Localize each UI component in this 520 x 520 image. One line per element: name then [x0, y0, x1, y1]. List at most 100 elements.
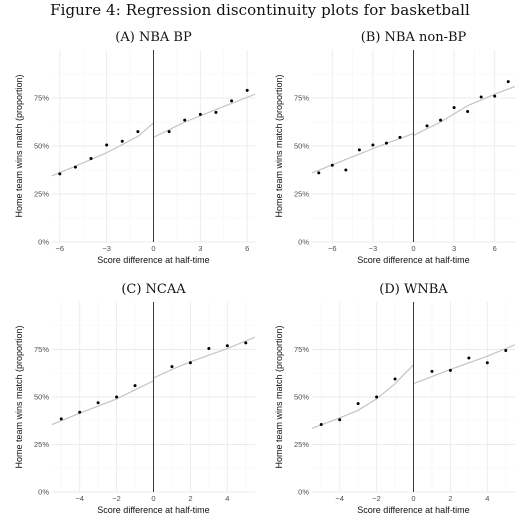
data-point: [398, 135, 402, 139]
figure-title: Figure 4: Regression discontinuity plots…: [50, 1, 470, 19]
y-tick-label: 25%: [34, 190, 49, 199]
data-point: [59, 417, 63, 421]
y-tick-label: 50%: [294, 142, 309, 151]
y-tick-label: 75%: [34, 345, 49, 354]
data-point: [230, 99, 234, 103]
panel-nba-non-bp: (B) NBA non-BP 0% 25% 50% 75% −6 −3 0 3 6 Score di…: [274, 30, 516, 265]
x-tick-label: −6: [328, 244, 337, 253]
x-tick-label: 2: [448, 494, 452, 503]
y-tick-label: 50%: [34, 393, 49, 402]
y-tick-label: 75%: [294, 94, 309, 103]
x-tick-label: −3: [369, 244, 378, 253]
data-point: [317, 171, 321, 175]
y-tick-label: 25%: [294, 190, 309, 199]
x-tick-label: 3: [452, 244, 456, 253]
x-tick-label: −2: [112, 494, 121, 503]
data-point: [133, 384, 137, 388]
data-point: [115, 395, 119, 399]
data-point: [105, 143, 109, 147]
y-tick-label: 0%: [298, 238, 309, 247]
panel-ncaa: (C) NCAA 0% 25% 50% 75% −4 −2 0 2 4 Score differen…: [14, 282, 256, 515]
data-point: [384, 141, 388, 145]
x-axis-label: Score difference at half-time: [357, 255, 469, 265]
x-tick-label: −4: [335, 494, 344, 503]
data-point: [493, 94, 497, 98]
y-tick-label: 75%: [34, 94, 49, 103]
y-tick-label: 0%: [38, 488, 49, 497]
data-point: [89, 156, 93, 160]
x-tick-label: 0: [411, 494, 415, 503]
x-axis-label: Score difference at half-time: [97, 505, 209, 515]
data-point: [439, 118, 443, 122]
y-tick-label: 0%: [38, 238, 49, 247]
x-tick-label: 0: [411, 244, 415, 253]
data-point: [479, 95, 483, 99]
data-point: [356, 402, 360, 406]
data-point: [506, 80, 510, 84]
y-axis-label: Home team wins match (proportion): [14, 74, 24, 217]
data-point: [225, 344, 229, 348]
data-point: [485, 361, 489, 365]
fit-line-right: [413, 85, 516, 136]
data-point: [344, 168, 348, 172]
data-point: [448, 368, 452, 372]
data-point: [245, 88, 249, 92]
data-point: [183, 118, 187, 122]
x-tick-label: 0: [151, 244, 155, 253]
data-point: [338, 418, 342, 422]
panel-title: (A) NBA BP: [115, 30, 192, 45]
data-point: [188, 361, 192, 365]
data-point: [136, 130, 140, 134]
data-point: [357, 148, 361, 152]
y-tick-label: 0%: [298, 488, 309, 497]
data-point: [58, 172, 62, 176]
x-tick-label: 6: [493, 244, 497, 253]
x-tick-label: 2: [188, 494, 192, 503]
data-point: [375, 395, 379, 399]
data-point: [120, 139, 124, 143]
x-tick-label: 6: [245, 244, 249, 253]
data-point: [319, 423, 323, 427]
data-point: [393, 377, 397, 381]
data-point: [78, 410, 82, 414]
y-tick-label: 50%: [34, 142, 49, 151]
data-point: [425, 124, 429, 128]
x-tick-label: −2: [372, 494, 381, 503]
data-point: [467, 356, 471, 360]
fit-line-left: [51, 380, 154, 426]
y-axis-label: Home team wins match (proportion): [274, 74, 284, 217]
x-tick-label: −6: [56, 244, 65, 253]
fit-line-right: [413, 344, 516, 385]
fit-line-right: [153, 336, 256, 379]
data-point: [466, 109, 470, 113]
panel-nba-bp: (A) NBA BP 0% 25% 50% 75% −6 −3 0 3 6 Score differ…: [14, 30, 256, 265]
y-tick-label: 25%: [34, 440, 49, 449]
x-tick-label: −3: [102, 244, 111, 253]
x-tick-label: 0: [151, 494, 155, 503]
data-point: [452, 106, 456, 110]
fit-line-left: [51, 122, 154, 177]
data-point: [73, 165, 77, 169]
data-point: [198, 112, 202, 116]
x-axis-label: Score difference at half-time: [97, 255, 209, 265]
data-point: [96, 401, 100, 405]
panel-title: (D) WNBA: [379, 282, 448, 297]
panel-wnba: (D) WNBA 0% 25% 50% 75% −4 −2 0 2 4 Score differen…: [274, 282, 516, 515]
data-point: [371, 143, 375, 147]
data-point: [430, 369, 434, 373]
y-axis-label: Home team wins match (proportion): [14, 325, 24, 468]
y-axis-label: Home team wins match (proportion): [274, 325, 284, 468]
x-tick-label: 4: [485, 494, 489, 503]
data-point: [167, 130, 171, 134]
x-tick-label: 4: [225, 494, 229, 503]
x-axis-label: Score difference at half-time: [357, 505, 469, 515]
x-tick-label: 3: [198, 244, 202, 253]
data-point: [330, 163, 334, 167]
y-tick-label: 25%: [294, 440, 309, 449]
x-tick-label: −4: [75, 494, 84, 503]
y-tick-label: 75%: [294, 345, 309, 354]
fit-line-left: [311, 132, 414, 174]
data-point: [504, 348, 508, 352]
y-tick-label: 50%: [294, 393, 309, 402]
